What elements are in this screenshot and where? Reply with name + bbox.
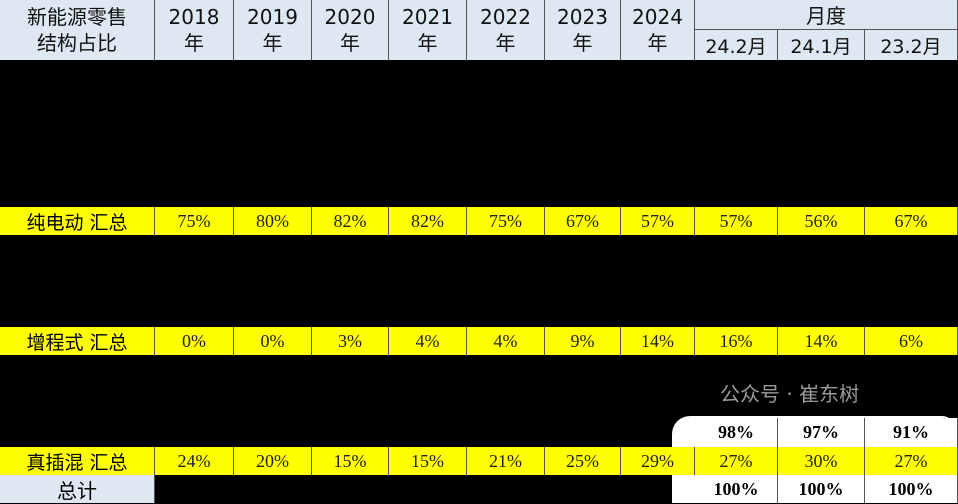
year-line: 年 [647,31,668,55]
row-value: 4% [389,327,467,355]
total-label: 总计 [0,475,155,503]
row-value: 15% [389,447,467,475]
year-line: 2018 [168,5,220,29]
row-value: 4% [467,327,545,355]
row-value: 25% [545,447,621,475]
year-line: 2020 [324,5,376,29]
row-value: 82% [389,207,467,235]
year-line: 2023 [557,5,608,29]
header-monthly-group: 月度 [695,0,958,30]
row-value: 3% [312,327,389,355]
row-value: 16% [695,327,778,355]
row-value: 27% [695,447,778,475]
corner-line: 结构占比 [37,31,117,55]
header-year: 2019 年 [234,0,312,60]
row-value: 67% [865,207,958,235]
header-year: 2022 年 [467,0,545,60]
header-month: 24.2月 [695,30,778,60]
row-value: 30% [778,447,865,475]
year-line: 年 [572,31,593,55]
header-month: 24.1月 [778,30,865,60]
row-value: 0% [234,327,312,355]
watermark: 公众号 · 崔东树 [720,382,860,406]
partial-value: 98% [695,418,778,447]
row-value: 75% [155,207,234,235]
year-line: 2019 [247,5,298,29]
row-value: 24% [155,447,234,475]
row-value: 14% [621,327,695,355]
row-value: 27% [865,447,958,475]
year-line: 年 [417,31,438,55]
year-line: 年 [340,31,360,55]
row-label: 纯电动 汇总 [0,207,155,235]
header-year: 2024 年 [621,0,695,60]
header-year: 2023 年 [545,0,621,60]
total-value: 100% [695,475,778,503]
corner-line: 新能源零售 [27,5,127,29]
row-value: 57% [621,207,695,235]
row-value: 21% [467,447,545,475]
total-value: 100% [778,475,865,503]
row-value: 6% [865,327,958,355]
row-value: 82% [312,207,389,235]
row-value: 0% [155,327,234,355]
row-value: 15% [312,447,389,475]
header-year: 2021 年 [389,0,467,60]
year-line: 年 [262,31,283,55]
header-year: 2018 年 [155,0,234,60]
header-year: 2020 年 [312,0,389,60]
year-line: 年 [184,31,204,55]
row-label: 增程式 汇总 [0,327,155,355]
row-value: 80% [234,207,312,235]
row-value: 29% [621,447,695,475]
header-month: 23.2月 [865,30,958,60]
row-value: 57% [695,207,778,235]
row-value: 67% [545,207,621,235]
year-line: 年 [495,31,516,55]
year-line: 2021 [402,5,453,29]
partial-value: 91% [865,418,958,447]
year-line: 2024 [632,5,683,29]
row-value: 20% [234,447,312,475]
total-value: 100% [865,475,958,503]
partial-value: 97% [778,418,865,447]
row-value: 9% [545,327,621,355]
header-corner: 新能源零售 结构占比 [0,0,155,60]
row-value: 14% [778,327,865,355]
row-label: 真插混 汇总 [0,447,155,475]
year-line: 2022 [480,5,531,29]
row-value: 56% [778,207,865,235]
row-value: 75% [467,207,545,235]
